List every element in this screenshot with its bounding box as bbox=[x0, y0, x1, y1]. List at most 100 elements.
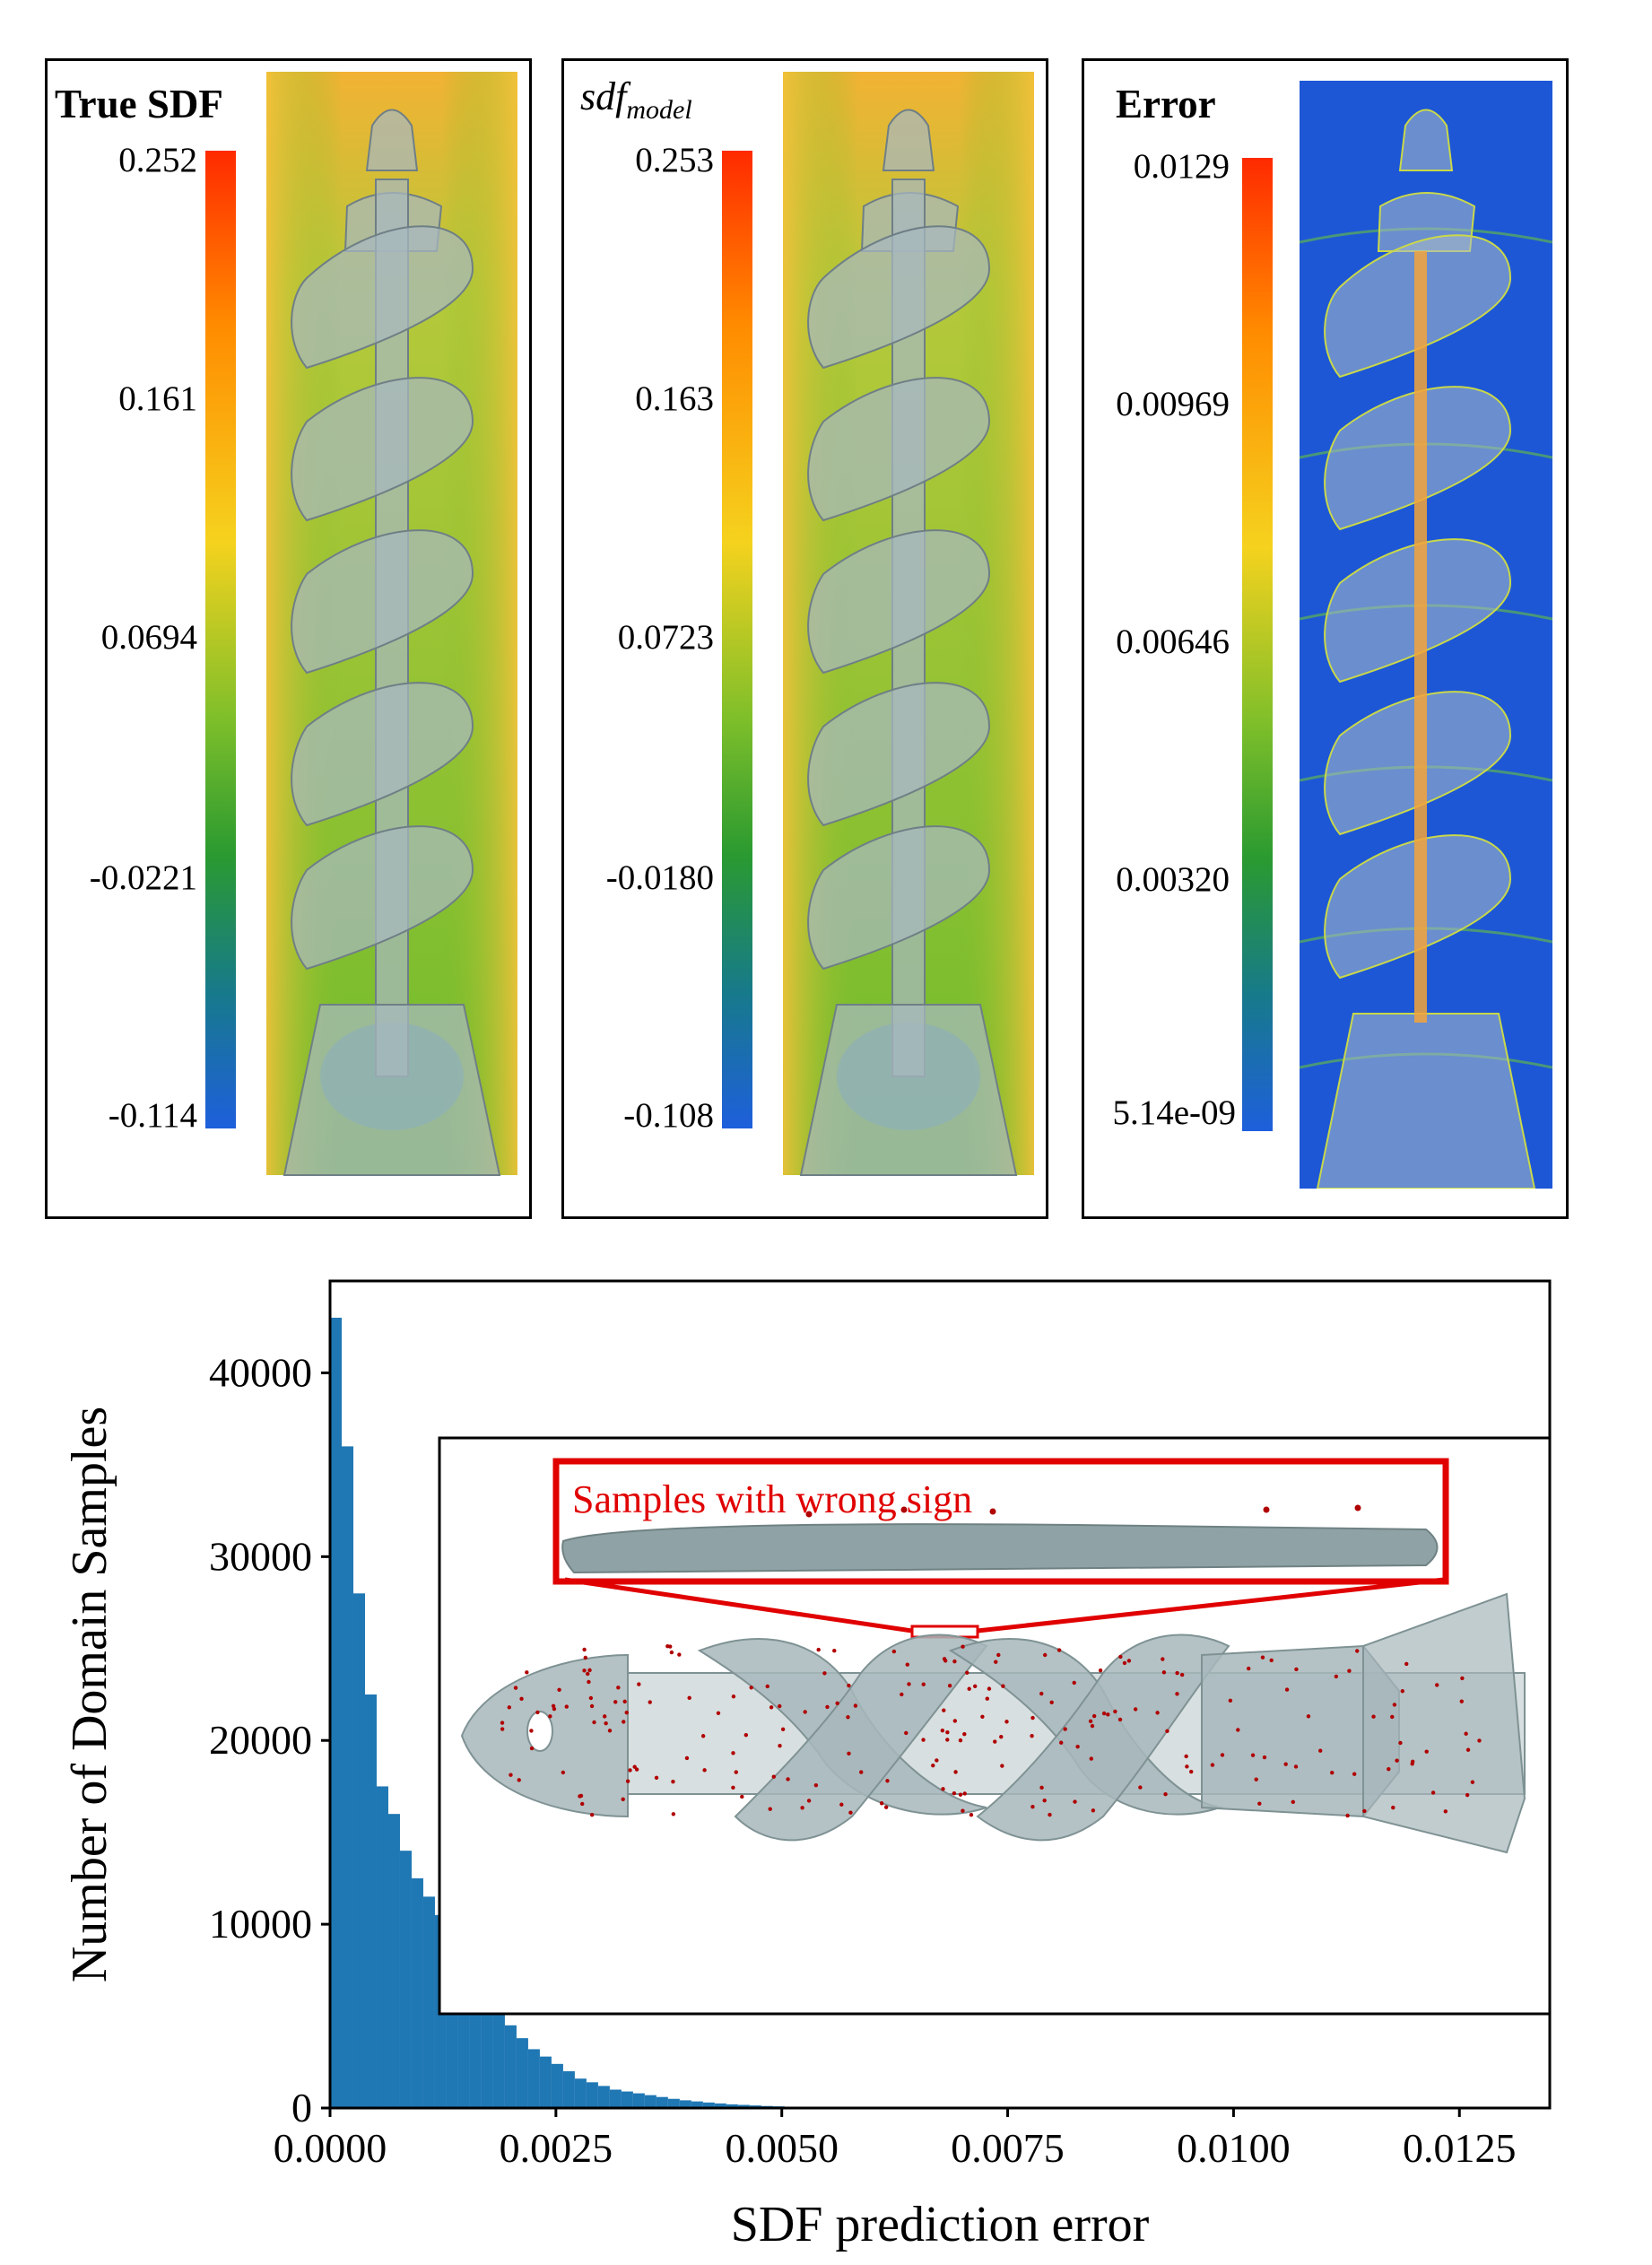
colorbar bbox=[1242, 158, 1273, 1131]
mesh-sample-dot bbox=[1254, 1777, 1258, 1782]
histogram-bars bbox=[330, 1317, 855, 2108]
histogram-bar bbox=[399, 1851, 412, 2108]
mesh-sample-dot bbox=[700, 1734, 706, 1738]
histogram-bar bbox=[597, 2086, 610, 2108]
mesh-sample-dot bbox=[583, 1655, 588, 1660]
mesh-sample-dot bbox=[669, 1650, 674, 1655]
mesh-sample-dot bbox=[940, 1728, 945, 1733]
histogram-bar bbox=[737, 2104, 750, 2108]
histogram-bar bbox=[632, 2093, 645, 2108]
mesh-sample-dot bbox=[816, 1647, 821, 1652]
mesh-sample-dot bbox=[1001, 1684, 1005, 1688]
mesh-sample-dot bbox=[1133, 1707, 1138, 1712]
mesh-sample-dot bbox=[859, 1770, 864, 1774]
mesh-sample-dot bbox=[935, 1758, 939, 1763]
mesh-sample-dot bbox=[1117, 1717, 1123, 1722]
colorbar-tick: 0.0723 bbox=[617, 618, 714, 657]
mesh-sample-dot bbox=[825, 1704, 830, 1710]
mesh-sample-dot bbox=[1400, 1689, 1405, 1694]
colorbar-tick: -0.0221 bbox=[89, 858, 197, 897]
mesh-sample-dot bbox=[716, 1711, 721, 1715]
mesh-sample-dot bbox=[1465, 1792, 1470, 1798]
colorbar bbox=[205, 151, 236, 1128]
histogram-bar bbox=[516, 2038, 528, 2108]
mesh-sample-dot bbox=[883, 1805, 889, 1809]
mesh-sample-dot bbox=[1435, 1683, 1439, 1687]
mesh-sample-dot bbox=[648, 1700, 652, 1704]
histogram-bar bbox=[411, 1877, 423, 2108]
mesh-sample-dot bbox=[765, 1684, 769, 1689]
histogram-bar bbox=[574, 2078, 587, 2108]
colorbar-tick: -0.0180 bbox=[605, 858, 714, 897]
histogram-bar bbox=[621, 2091, 633, 2108]
mesh-sample-dot bbox=[1362, 1808, 1367, 1814]
mesh-sample-dot bbox=[1334, 1674, 1339, 1679]
histogram-bar bbox=[609, 2089, 622, 2108]
mesh-sample-dot bbox=[1073, 1799, 1077, 1804]
mesh-sample-dot bbox=[1091, 1808, 1096, 1813]
mesh-sample-dot bbox=[1398, 1740, 1403, 1746]
histogram-bar bbox=[504, 2025, 517, 2108]
mesh-sample-dot bbox=[1175, 1670, 1179, 1676]
mesh-sample-dot bbox=[517, 1778, 521, 1782]
histogram-bar bbox=[586, 2082, 598, 2108]
mesh-sample-dot bbox=[1075, 1744, 1080, 1749]
mesh-sample-dot bbox=[958, 1738, 963, 1743]
y-axis-ticks: 0 10000 20000 30000 40000 bbox=[209, 1349, 330, 2130]
histogram-bar bbox=[387, 1814, 400, 2108]
mesh-sample-dot bbox=[1113, 1709, 1117, 1714]
histogram-bar bbox=[352, 1593, 365, 2108]
mesh-sample-dot bbox=[780, 1727, 786, 1731]
colorbar-tick: 0.252 bbox=[118, 141, 197, 179]
mesh-sample-dot bbox=[702, 1768, 707, 1773]
mesh-sample-dot bbox=[1269, 1658, 1274, 1663]
mesh-sample-dot bbox=[945, 1730, 950, 1735]
error-histogram: 0 10000 20000 30000 40000 0.0000 0.0025 0.0050… bbox=[62, 1279, 1552, 2252]
colorbar-tick: 5.14e-09 bbox=[1112, 1093, 1236, 1132]
colorbar bbox=[722, 151, 752, 1128]
mesh-sample-dot bbox=[740, 1794, 744, 1799]
y-tick-label: 40000 bbox=[209, 1349, 312, 1395]
mesh-sample-dot bbox=[529, 1729, 534, 1733]
mesh-sample-dot bbox=[879, 1801, 884, 1806]
colorbar-tick: -0.108 bbox=[623, 1096, 714, 1135]
mesh-sample-dot bbox=[803, 1710, 807, 1714]
mesh-sample-dot bbox=[519, 1696, 524, 1702]
histogram-bar bbox=[644, 2095, 656, 2108]
mesh-sample-dot bbox=[987, 1686, 992, 1691]
mesh-sample-dot bbox=[1470, 1780, 1475, 1784]
mesh-sample-dot bbox=[1106, 1712, 1110, 1717]
mesh-sample-dot bbox=[972, 1684, 978, 1689]
mesh-sample-dot bbox=[1091, 1713, 1097, 1719]
mesh-sample-dot bbox=[1088, 1719, 1093, 1724]
mesh-sample-dot bbox=[622, 1699, 627, 1704]
x-tick-label: 0.0050 bbox=[725, 2125, 839, 2171]
sdf-field-render bbox=[783, 72, 1034, 1176]
mesh-sample-dot bbox=[778, 1744, 782, 1748]
mesh-sample-dot bbox=[961, 1644, 965, 1649]
mesh-sample-dot bbox=[1126, 1659, 1132, 1663]
histogram-bar bbox=[527, 2049, 540, 2108]
mesh-sample-dot bbox=[1464, 1731, 1468, 1736]
mesh-sample-dot bbox=[1347, 1668, 1352, 1673]
mesh-sample-dot bbox=[592, 1720, 596, 1725]
mesh-sample-dot bbox=[578, 1794, 582, 1799]
mesh-sample-dot bbox=[1294, 1667, 1299, 1672]
mesh-sample-dot bbox=[1056, 1648, 1062, 1652]
mesh-sample-dot bbox=[1163, 1792, 1168, 1797]
mesh-sample-dot bbox=[1262, 1755, 1267, 1760]
mesh-sample-dot bbox=[637, 1682, 641, 1686]
mesh-sample-dot bbox=[671, 1780, 675, 1784]
mesh-sample-dot bbox=[509, 1773, 513, 1777]
mesh-sample-dot bbox=[684, 1755, 690, 1761]
mesh-sample-dot bbox=[564, 1704, 569, 1709]
mesh-sample-dot bbox=[1228, 1698, 1233, 1703]
mesh-sample-dot bbox=[1098, 1668, 1103, 1673]
mesh-sample-dot bbox=[1371, 1714, 1376, 1719]
mesh-sample-dot bbox=[891, 1649, 897, 1654]
mesh-sample-dot bbox=[778, 1703, 782, 1709]
histogram-bar bbox=[492, 2012, 505, 2108]
mesh-sample-dot bbox=[1175, 1692, 1179, 1696]
mesh-sample-dot bbox=[561, 1770, 566, 1775]
mesh-sample-dot bbox=[905, 1662, 909, 1667]
